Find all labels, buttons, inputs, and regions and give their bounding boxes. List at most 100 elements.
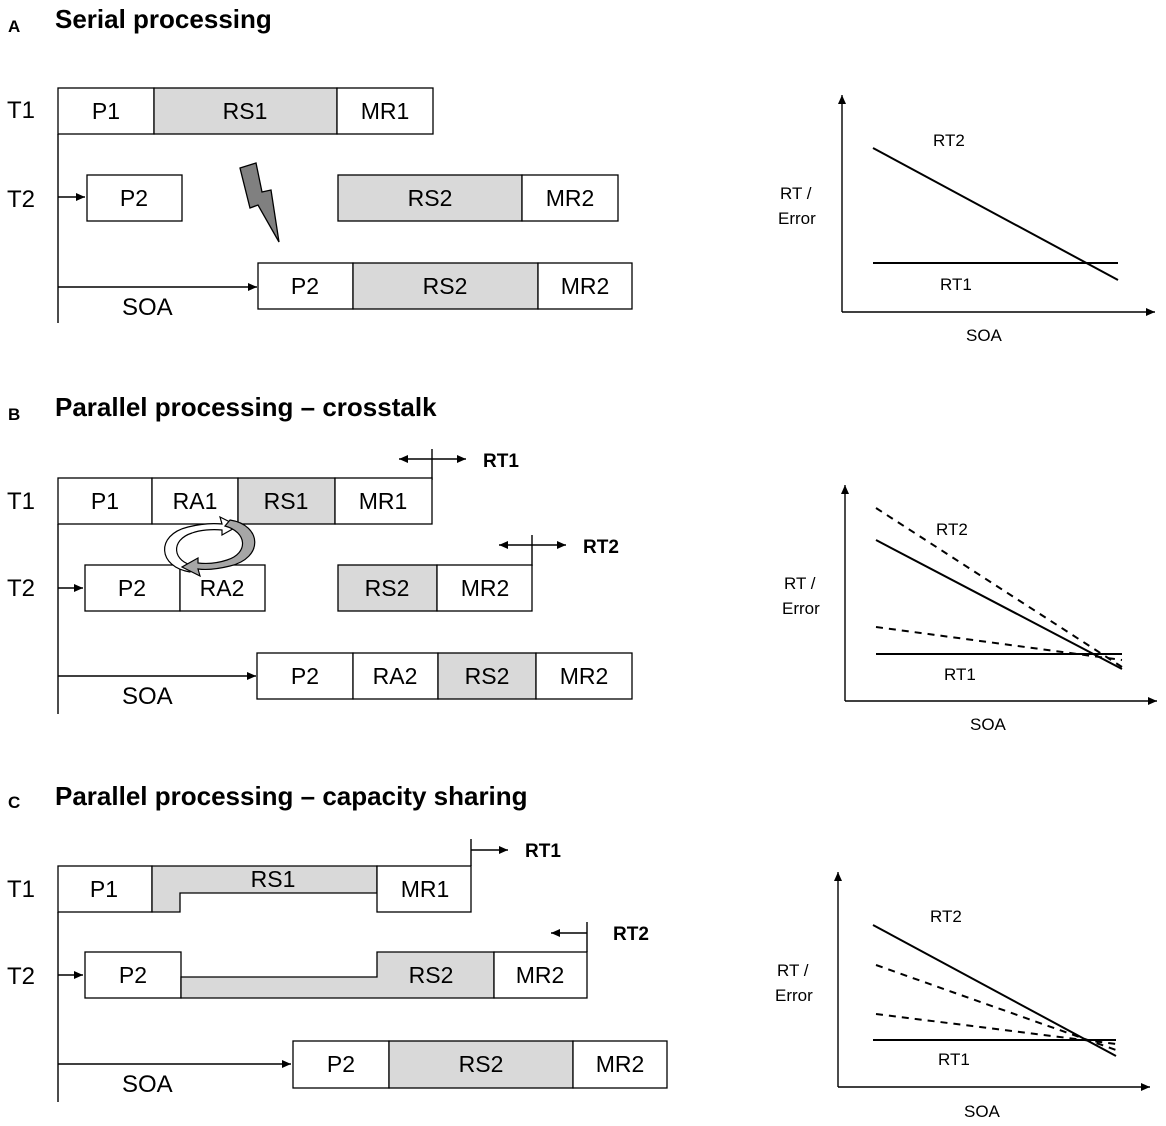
panel-c-box-p2 (84, 951, 182, 999)
panel-b-row2b-label-1: MR2 (461, 575, 510, 601)
panel-a-row3-label-0: P2 (291, 273, 319, 299)
panel-b-rt2-label-graph: RT2 (936, 520, 968, 539)
panel-b-box-ra1 (151, 477, 239, 525)
panel-a-row2a-label-0: P2 (120, 185, 148, 211)
panel-c-row2-label-2: MR2 (516, 962, 565, 988)
panel-a-letter: A (8, 17, 20, 36)
panel-a-row2b-label-0: RS2 (408, 185, 453, 211)
panel-c-title: Parallel processing – capacity sharing (55, 781, 528, 811)
panel-c-graph: RT2 RT1 RT / Error SOA (775, 872, 1150, 1121)
panel-c-t2-label: T2 (7, 963, 35, 990)
panel-b-row3-label-1: RA2 (373, 663, 418, 689)
panel-c-rt2-line (872, 924, 1117, 1057)
panel-a-graph: RT2 RT1 RT / Error SOA (778, 95, 1155, 345)
panel-a: A Serial processing T1 T2 SOA P1 RS1 MR1… (7, 4, 1155, 345)
panel-b-dashed-lower (875, 626, 1123, 661)
panel-c-row2-label-0: P2 (119, 962, 147, 988)
panel-c-rt2-label-graph: RT2 (930, 907, 962, 926)
panel-a-soa-label: SOA (122, 294, 173, 321)
panel-a-box-mr2-soa (537, 262, 633, 310)
panel-b-rt2-line (875, 539, 1123, 670)
panel-b-box-p2 (84, 564, 181, 612)
panel-b-row2b-label-0: RS2 (365, 575, 410, 601)
panel-c-box-p1 (57, 865, 153, 913)
panel-a-box-p2 (86, 174, 183, 222)
panel-b-rt1-label: RT1 (483, 451, 519, 472)
panel-b-box-mr2 (436, 564, 533, 612)
panel-c-row1-label-0: P1 (90, 876, 118, 902)
panel-b-row2a-label-0: P2 (118, 575, 146, 601)
panel-c-letter: C (8, 793, 20, 812)
panel-c-box-p2-soa (292, 1040, 390, 1089)
panel-c-box-mr1 (376, 865, 472, 913)
panel-b-row1-label-1: RA1 (173, 488, 218, 514)
panel-a-rt2-label: RT2 (933, 131, 965, 150)
panel-a-box-rs2 (337, 174, 523, 222)
panel-a-row3-label-2: MR2 (561, 273, 610, 299)
panel-b-row3-label-3: MR2 (560, 663, 609, 689)
panel-c-rt1-label: RT1 (525, 841, 561, 862)
panel-a-row3-label-1: RS2 (423, 273, 468, 299)
panel-b-box-mr1 (334, 477, 433, 525)
panel-b-row2a-label-1: RA2 (200, 575, 245, 601)
panel-c: C Parallel processing – capacity sharing… (7, 781, 1150, 1121)
panel-c-ylabel-1: RT / (777, 961, 809, 980)
panel-b-t1-label: T1 (7, 488, 35, 515)
panel-a-t1-label: T1 (7, 97, 35, 124)
panel-c-ylabel-2: Error (775, 986, 813, 1005)
panel-b: B Parallel processing – crosstalk T1 T2 … (7, 392, 1157, 734)
panel-a-title: Serial processing (55, 4, 272, 34)
panel-a-row1-label-0: P1 (92, 98, 120, 124)
panel-b-rt2-label: RT2 (583, 537, 619, 558)
panel-c-row3-label-1: RS2 (459, 1051, 504, 1077)
panel-c-row3-label-0: P2 (327, 1051, 355, 1077)
panel-b-row3-label-0: P2 (291, 663, 319, 689)
panel-b-row1-label-2: RS1 (264, 488, 309, 514)
panel-b-dashed-upper (875, 507, 1123, 668)
panel-b-box-rs2-soa (437, 652, 537, 700)
panel-c-t1-label: T1 (7, 876, 35, 903)
panel-a-ylabel-2: Error (778, 209, 816, 228)
panel-a-box-mr2 (521, 174, 619, 222)
panel-c-row1-label-2: MR1 (401, 876, 450, 902)
panel-b-rt1-label-graph: RT1 (944, 665, 976, 684)
lightning-bolt-icon (239, 162, 280, 243)
panel-b-box-ra2-soa (352, 652, 439, 700)
panel-c-dashed-upper (875, 964, 1117, 1051)
panel-a-rt1-label: RT1 (940, 275, 972, 294)
panel-a-box-mr1 (336, 87, 434, 135)
panel-c-soa-label: SOA (122, 1071, 173, 1098)
panel-c-row1-label-1: RS1 (251, 866, 296, 892)
panel-a-rt2-line (872, 147, 1119, 281)
crosstalk-cycle-icon (164, 515, 256, 578)
panel-a-xlabel: SOA (966, 326, 1003, 345)
panel-a-row2b-label-1: MR2 (546, 185, 595, 211)
panel-c-box-mr2 (493, 951, 588, 999)
panel-a-row1-label-2: MR1 (361, 98, 410, 124)
panel-b-t2-label: T2 (7, 575, 35, 602)
panel-c-rt2-label: RT2 (613, 924, 649, 945)
panel-b-ylabel-1: RT / (784, 574, 816, 593)
panel-a-box-rs1 (153, 87, 338, 135)
panel-a-box-rs2-soa (352, 262, 539, 310)
panel-b-box-p1 (57, 477, 153, 525)
panel-a-t2-label: T2 (7, 186, 35, 213)
panel-b-xlabel: SOA (970, 715, 1007, 734)
panel-c-xlabel: SOA (964, 1102, 1001, 1121)
panel-c-row3-label-2: MR2 (596, 1051, 645, 1077)
panel-a-ylabel-1: RT / (780, 184, 812, 203)
panel-b-soa-label: SOA (122, 683, 173, 710)
panel-b-row3-label-2: RS2 (465, 663, 510, 689)
panel-c-rt1-label-graph: RT1 (938, 1050, 970, 1069)
panel-a-box-p1 (57, 87, 155, 135)
panel-c-box-rs2-soa (388, 1040, 574, 1089)
panel-b-title: Parallel processing – crosstalk (55, 392, 437, 422)
panel-b-row1-label-0: P1 (91, 488, 119, 514)
panel-b-row1-label-3: MR1 (359, 488, 408, 514)
panel-b-letter: B (8, 405, 20, 424)
panel-a-row1-label-1: RS1 (223, 98, 268, 124)
panel-b-box-mr2-soa (535, 652, 633, 700)
panel-b-ylabel-2: Error (782, 599, 820, 618)
panel-c-box-mr2-soa (572, 1040, 668, 1089)
